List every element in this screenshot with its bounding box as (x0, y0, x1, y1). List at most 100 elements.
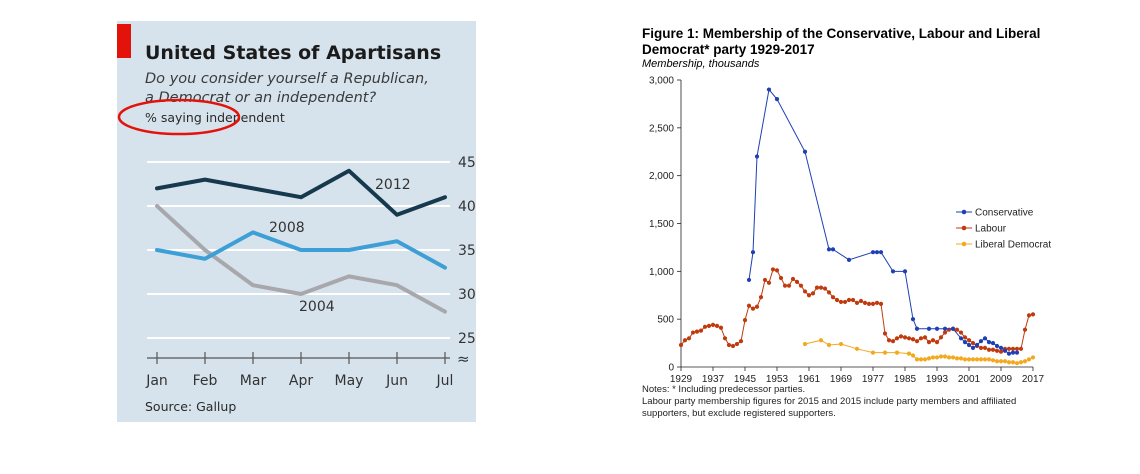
data-point (818, 285, 824, 290)
data-point (942, 354, 948, 359)
y-axis-ticks: 0 500 1,000 1,500 2,000 2,500 3,000 (649, 76, 681, 374)
data-point (970, 357, 976, 362)
x-tick-label: 1985 (894, 374, 917, 385)
data-point (878, 301, 884, 306)
y-tick-label: 1,000 (649, 267, 674, 278)
data-point (758, 295, 764, 300)
data-point (990, 340, 996, 346)
data-point (710, 322, 716, 328)
x-tick-label: Feb (193, 373, 218, 389)
y-tick-label: 0 (668, 363, 674, 374)
data-point (798, 283, 804, 288)
y-tick-label: 45 (458, 155, 476, 171)
data-point (750, 250, 756, 255)
series-label-2004: 2004 (299, 299, 335, 315)
y-tick-label: 1,500 (649, 219, 674, 230)
y-tick-label: 500 (657, 315, 674, 326)
x-tick-label: Apr (289, 373, 313, 389)
data-point (954, 356, 960, 361)
data-point (726, 342, 732, 348)
figure-title-line2: Democrat* party 1929-2017 (642, 42, 815, 57)
data-point (1018, 346, 1024, 351)
y-tick-label: 30 (458, 287, 476, 303)
data-point (890, 339, 896, 344)
data-point (994, 343, 1000, 349)
data-point (1014, 346, 1020, 351)
data-point (1006, 351, 1012, 356)
chart-title: United States of Apartisans (145, 42, 441, 64)
data-point (846, 297, 852, 303)
data-point (1010, 346, 1016, 351)
data-point (970, 340, 976, 346)
data-point (890, 269, 896, 274)
data-point (926, 356, 932, 361)
x-tick-label: Jun (385, 373, 408, 389)
data-point (858, 298, 864, 304)
x-tick-label: 1993 (926, 374, 949, 385)
data-point (766, 87, 772, 92)
x-tick-label: Jan (145, 373, 168, 389)
data-point (766, 280, 772, 285)
data-point (990, 358, 996, 363)
data-point (998, 349, 1004, 354)
data-point (898, 334, 904, 339)
data-point (934, 326, 940, 331)
data-point (806, 293, 812, 298)
data-point (1026, 313, 1032, 318)
data-point (994, 348, 1000, 353)
data-point (1010, 360, 1016, 365)
data-point (866, 301, 872, 306)
notes-line2: Labour party membership figures for 2015… (642, 396, 1016, 407)
y-axis-ticks: 25 30 35 40 45 (458, 155, 476, 347)
series-lines (678, 87, 1036, 366)
data-point (1014, 350, 1020, 355)
data-point (918, 357, 924, 362)
data-point (966, 338, 972, 343)
x-tick-label: 1953 (766, 374, 789, 385)
series-label-2008: 2008 (269, 220, 305, 236)
data-point (738, 339, 744, 344)
x-tick-label: Mar (240, 373, 267, 389)
data-point (962, 357, 968, 362)
data-point (850, 297, 856, 303)
data-point (990, 347, 996, 352)
data-point (750, 306, 756, 311)
data-point (746, 277, 752, 283)
x-tick-label: 1945 (734, 374, 757, 385)
data-point (1002, 348, 1008, 353)
data-point (978, 357, 984, 362)
unit-note: % saying independent (145, 110, 285, 125)
data-point (938, 354, 944, 359)
data-point (986, 347, 992, 352)
data-point (910, 337, 916, 342)
data-point (986, 340, 992, 345)
data-point (718, 325, 724, 330)
data-point (826, 247, 832, 252)
data-point (790, 276, 796, 282)
series-line-2004 (155, 204, 447, 314)
data-point (934, 355, 940, 360)
data-point (722, 336, 728, 341)
series-line-2012 (155, 168, 447, 217)
data-point (870, 301, 876, 306)
data-point (1030, 355, 1036, 360)
data-point (862, 300, 868, 306)
data-point (966, 357, 972, 362)
accent-tag (117, 24, 131, 58)
data-point (958, 356, 964, 361)
data-point (958, 330, 964, 335)
series-line-2008 (155, 230, 447, 270)
data-point (906, 351, 912, 356)
data-point (938, 335, 944, 340)
data-point (826, 290, 832, 295)
y-tick-label: 2,000 (649, 171, 674, 182)
x-tick-label: 2009 (990, 374, 1013, 385)
data-point (762, 277, 768, 283)
data-point (930, 355, 936, 360)
data-point (978, 339, 984, 344)
data-point (946, 327, 952, 332)
legend-label-liberal-democrat: Liberal Democrat (975, 240, 1051, 251)
series-labour (678, 267, 1036, 354)
data-point (694, 329, 700, 334)
data-point (682, 338, 688, 343)
